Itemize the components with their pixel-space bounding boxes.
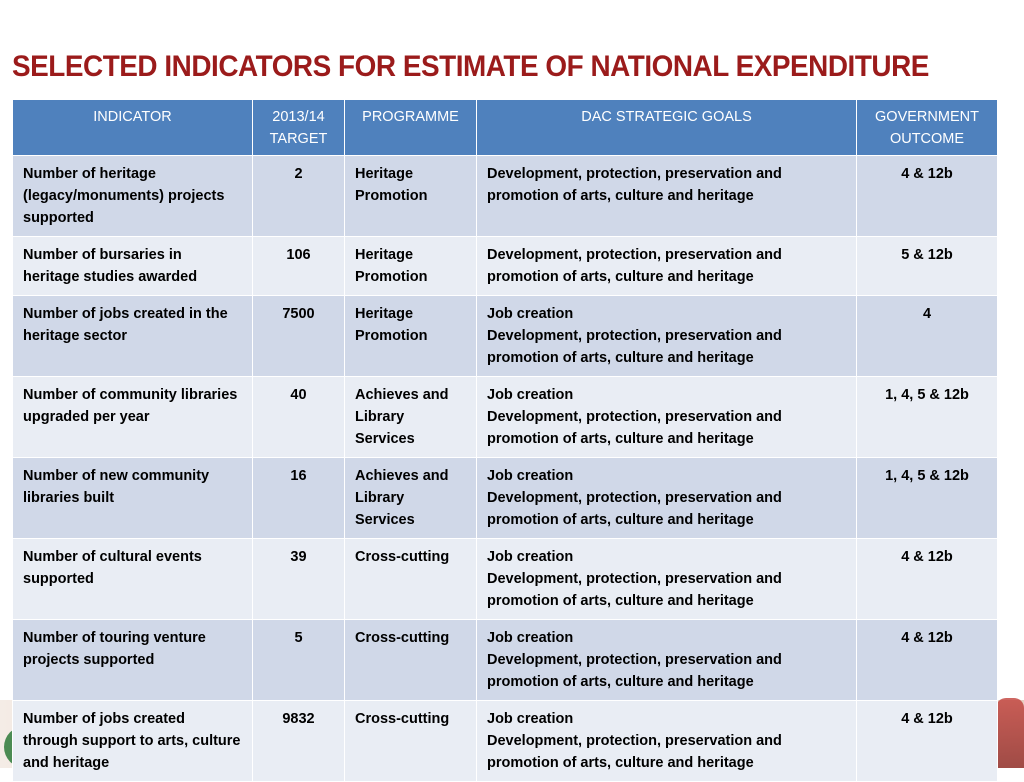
table-body: Number of heritage (legacy/monuments) pr… bbox=[12, 155, 998, 782]
indicators-table: INDICATOR 2013/14 TARGET PROGRAMME DAC S… bbox=[12, 99, 998, 782]
cell-indicator: Number of cultural events supported bbox=[12, 538, 253, 620]
cell-goals: Job creation Development, protection, pre… bbox=[476, 295, 857, 377]
table-row: Number of cultural events supported 39 Cro… bbox=[12, 538, 998, 620]
cell-outcome: 4 & 12b bbox=[856, 538, 998, 620]
goal-line: Development, protection, preservation an… bbox=[487, 409, 782, 447]
cell-indicator: Number of heritage (legacy/monuments) pr… bbox=[12, 155, 253, 237]
cell-goals: Development, protection, preservation an… bbox=[476, 155, 857, 237]
header-goals: DAC STRATEGIC GOALS bbox=[476, 99, 857, 156]
table-row: Number of community libraries upgraded p… bbox=[12, 376, 998, 458]
cell-outcome: 4 bbox=[856, 295, 998, 377]
cell-outcome: 4 & 12b bbox=[856, 619, 998, 701]
cell-target: 106 bbox=[252, 236, 345, 296]
cell-indicator: Number of community libraries upgraded p… bbox=[12, 376, 253, 458]
cell-indicator: Number of new community libraries built bbox=[12, 457, 253, 539]
table-row: Number of jobs created through support t… bbox=[12, 700, 998, 782]
header-outcome: GOVERNMENT OUTCOME bbox=[856, 99, 998, 156]
goal-line: Job creation bbox=[487, 630, 574, 646]
goal-line: Development, protection, preservation an… bbox=[487, 571, 782, 609]
cell-outcome: 1, 4, 5 & 12b bbox=[856, 457, 998, 539]
cell-goals: Development, protection, preservation an… bbox=[476, 236, 857, 296]
goal-line: Development, protection, preservation an… bbox=[487, 652, 782, 690]
cell-indicator: Number of touring venture projects suppo… bbox=[12, 619, 253, 701]
cell-programme: Heritage Promotion bbox=[344, 236, 477, 296]
table-row: Number of jobs created in the heritage s… bbox=[12, 295, 998, 377]
table-row: Number of touring venture projects suppo… bbox=[12, 619, 998, 701]
cell-outcome: 1, 4, 5 & 12b bbox=[856, 376, 998, 458]
cell-indicator: Number of jobs created in the heritage s… bbox=[12, 295, 253, 377]
cell-target: 9832 bbox=[252, 700, 345, 782]
cell-programme: Cross-cutting bbox=[344, 700, 477, 782]
cell-target: 2 bbox=[252, 155, 345, 237]
goal-line: Development, protection, preservation an… bbox=[487, 328, 782, 366]
cell-programme: Heritage Promotion bbox=[344, 155, 477, 237]
goal-line: Job creation bbox=[487, 468, 574, 484]
cell-goals: Job creation Development, protection, pre… bbox=[476, 538, 857, 620]
goal-line: Development, protection, preservation an… bbox=[487, 247, 782, 285]
goal-line: Job creation bbox=[487, 387, 574, 403]
cell-outcome: 4 & 12b bbox=[856, 155, 998, 237]
cell-goals: Job creation Development, protection, pre… bbox=[476, 700, 857, 782]
cell-goals: Job creation Development, protection, pre… bbox=[476, 457, 857, 539]
header-target: 2013/14 TARGET bbox=[252, 99, 345, 156]
cell-programme: Heritage Promotion bbox=[344, 295, 477, 377]
cell-target: 7500 bbox=[252, 295, 345, 377]
cell-indicator: Number of bursaries in heritage studies … bbox=[12, 236, 253, 296]
goal-line: Development, protection, preservation an… bbox=[487, 166, 782, 204]
header-indicator: INDICATOR bbox=[12, 99, 253, 156]
table-row: Number of new community libraries built 1… bbox=[12, 457, 998, 539]
cell-indicator: Number of jobs created through support t… bbox=[12, 700, 253, 782]
slide-title: SELECTED INDICATORS FOR ESTIMATE OF NATI… bbox=[12, 50, 929, 83]
table-row: Number of bursaries in heritage studies … bbox=[12, 236, 998, 296]
cell-target: 39 bbox=[252, 538, 345, 620]
table-row: Number of heritage (legacy/monuments) pr… bbox=[12, 155, 998, 237]
cell-target: 40 bbox=[252, 376, 345, 458]
cell-programme: Achieves and Library Services bbox=[344, 457, 477, 539]
goal-line: Job creation bbox=[487, 306, 574, 322]
cell-target: 5 bbox=[252, 619, 345, 701]
goal-line: Development, protection, preservation an… bbox=[487, 733, 782, 771]
cell-programme: Cross-cutting bbox=[344, 538, 477, 620]
cell-outcome: 5 & 12b bbox=[856, 236, 998, 296]
cell-target: 16 bbox=[252, 457, 345, 539]
cell-goals: Job creation Development, protection, pre… bbox=[476, 619, 857, 701]
goal-line: Development, protection, preservation an… bbox=[487, 490, 782, 528]
cell-outcome: 4 & 12b bbox=[856, 700, 998, 782]
table-header-row: INDICATOR 2013/14 TARGET PROGRAMME DAC S… bbox=[12, 99, 998, 156]
cell-goals: Job creation Development, protection, pre… bbox=[476, 376, 857, 458]
cell-programme: Cross-cutting bbox=[344, 619, 477, 701]
goal-line: Job creation bbox=[487, 711, 574, 727]
cell-programme: Achieves and Library Services bbox=[344, 376, 477, 458]
decorative-figure-image bbox=[996, 698, 1024, 768]
header-programme: PROGRAMME bbox=[344, 99, 477, 156]
goal-line: Job creation bbox=[487, 549, 574, 565]
